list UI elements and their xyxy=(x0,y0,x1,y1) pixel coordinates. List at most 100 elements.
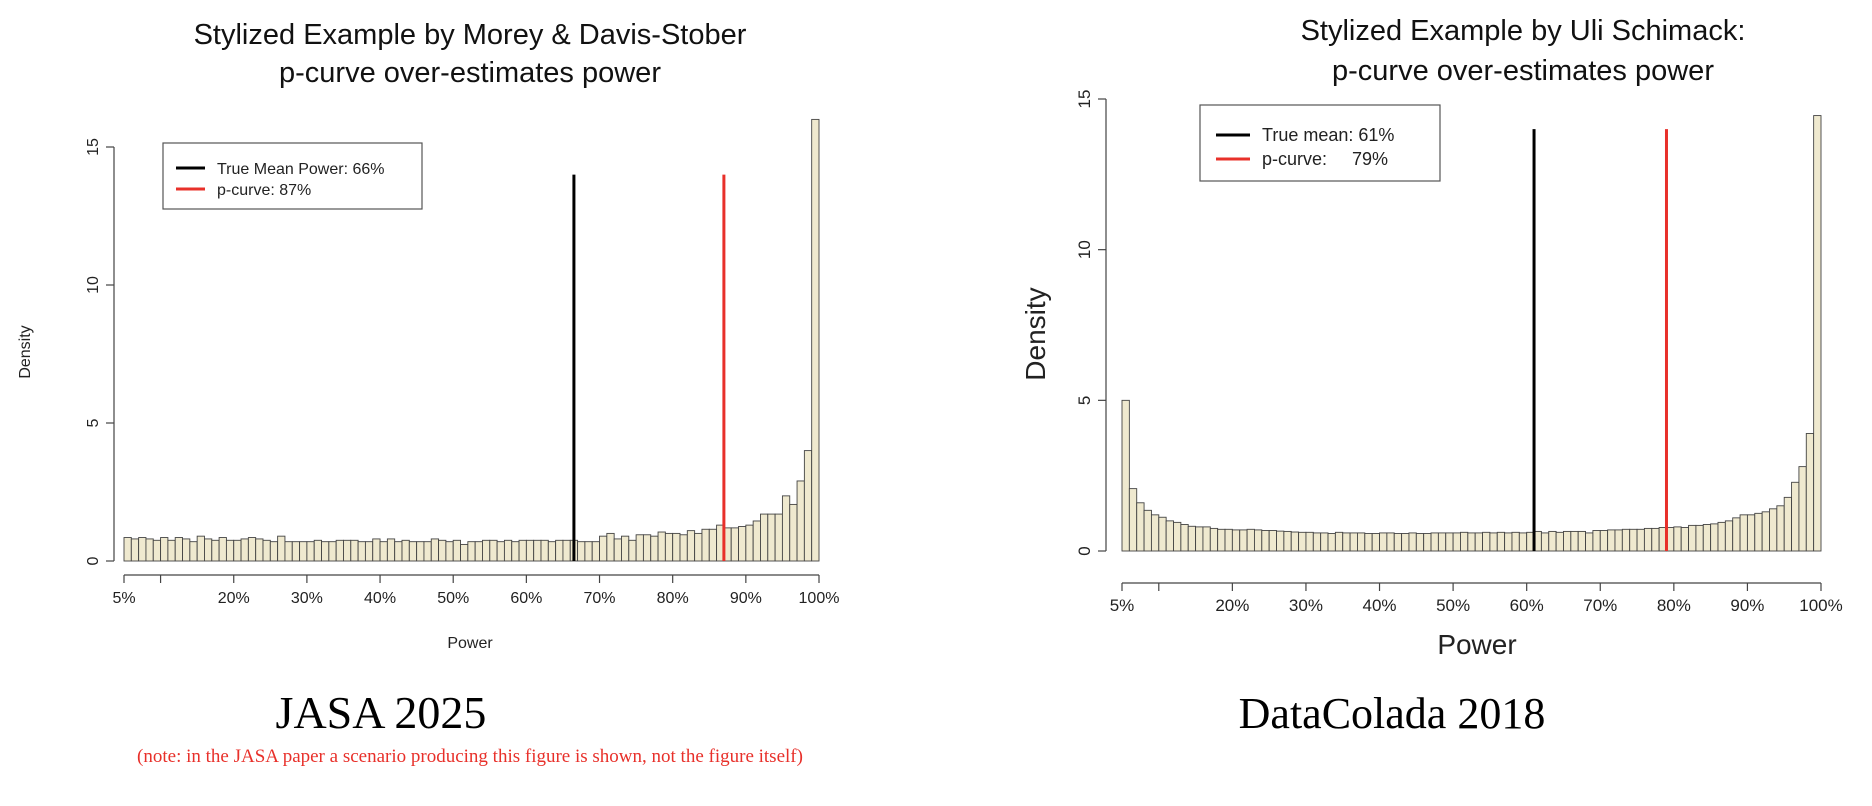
histogram-bar xyxy=(745,524,754,562)
histogram-bar xyxy=(781,495,791,562)
histogram-bar xyxy=(1482,531,1491,552)
x-tick-label: 100% xyxy=(1799,596,1842,615)
histogram-bar xyxy=(1643,527,1653,552)
y-tick-label: 0 xyxy=(85,556,102,565)
histogram-bar xyxy=(1504,532,1513,552)
x-tick-label: 50% xyxy=(1436,596,1470,615)
histogram-bar xyxy=(1342,532,1351,552)
legend: True mean: 61% p-curve: 79% xyxy=(1199,104,1441,182)
legend-box xyxy=(1199,104,1441,182)
histogram-bar xyxy=(1408,532,1417,552)
histogram-bar xyxy=(1636,528,1645,552)
chart-title-line1: Stylized Example by Uli Schimack: xyxy=(1301,15,1746,47)
histogram-bar xyxy=(1548,530,1557,552)
histogram-bar xyxy=(1570,530,1579,552)
histogram-bar xyxy=(364,541,374,562)
histogram-bar xyxy=(1357,532,1366,552)
histogram-bar xyxy=(1680,527,1690,552)
chart-left: Stylized Example by Morey & Davis-Stober… xyxy=(17,19,839,767)
histogram-bar xyxy=(482,539,491,562)
histogram-bar xyxy=(657,531,666,562)
histogram-bar xyxy=(525,539,535,562)
histogram-bar xyxy=(496,541,505,562)
histogram-bar xyxy=(123,537,132,562)
x-tick-label: 20% xyxy=(1215,596,1249,615)
histogram-bar xyxy=(416,541,425,562)
histogram-bar xyxy=(1393,533,1403,552)
histogram-bar xyxy=(445,541,454,562)
histogram-bar xyxy=(328,541,337,562)
histogram-bar xyxy=(1290,531,1300,552)
histogram-bar xyxy=(379,541,388,562)
y-tick-label: 10 xyxy=(85,276,102,294)
histogram-bar xyxy=(1231,529,1241,552)
histogram-bar xyxy=(686,530,696,562)
histogram-bar xyxy=(196,535,205,562)
x-tick-label: 5% xyxy=(1110,596,1135,615)
histogram-bar xyxy=(1769,508,1778,552)
histogram-bar xyxy=(1143,509,1152,552)
histogram-bar xyxy=(1224,528,1233,552)
histogram-bar xyxy=(540,539,549,562)
histogram-bar xyxy=(1791,481,1800,552)
histogram-bar xyxy=(1217,528,1226,552)
x-tick-label: 90% xyxy=(1730,596,1764,615)
histogram-bar xyxy=(1599,530,1609,552)
x-tick-label: 60% xyxy=(510,590,542,607)
x-axis-label: Power xyxy=(447,635,493,652)
histogram-bar xyxy=(335,539,344,562)
histogram-bar xyxy=(1239,529,1248,552)
histogram-bar xyxy=(1489,532,1498,552)
bars xyxy=(123,118,820,562)
histogram-bar xyxy=(423,541,432,562)
y-tick-label: 0 xyxy=(1075,546,1094,555)
histogram-bar xyxy=(138,537,147,562)
histogram-bar xyxy=(774,513,783,562)
histogram-bar xyxy=(408,541,418,562)
x-tick-label: 80% xyxy=(1657,596,1691,615)
x-tick-label: 60% xyxy=(1510,596,1544,615)
chart-right: Stylized Example by Uli Schimack: p-curv… xyxy=(1020,15,1843,738)
histogram-bar xyxy=(1187,525,1197,552)
histogram-bar xyxy=(1717,521,1726,552)
histogram-bar xyxy=(533,539,542,562)
histogram-bar xyxy=(1158,516,1167,552)
histogram-bar xyxy=(1776,505,1785,552)
histogram-bar xyxy=(650,535,659,562)
histogram-bar xyxy=(1724,520,1734,552)
y-tick-label: 5 xyxy=(85,418,102,427)
legend-box xyxy=(162,142,423,210)
y-tick-label: 10 xyxy=(1075,240,1094,259)
histogram-bar xyxy=(591,541,600,562)
histogram-bar xyxy=(767,513,776,562)
histogram-bar xyxy=(291,541,301,562)
chart-title-line2: p-curve over-estimates power xyxy=(279,57,661,89)
histogram-bar xyxy=(1629,528,1638,552)
histogram-bar xyxy=(1415,533,1425,552)
histogram-bar xyxy=(1173,521,1182,552)
histogram-bar xyxy=(1805,433,1815,552)
caption: DataColada 2018 xyxy=(1239,689,1546,738)
x-tick-label: 30% xyxy=(291,590,323,607)
histogram-bar xyxy=(277,535,286,562)
histogram-bar xyxy=(204,538,213,562)
histogram-bar xyxy=(262,539,271,562)
histogram-bar xyxy=(672,532,681,562)
histogram-bar xyxy=(438,539,447,562)
histogram-bar xyxy=(386,538,396,562)
histogram-bar xyxy=(401,539,410,562)
histogram-bar xyxy=(1702,524,1712,552)
legend-label-p-curve: p-curve: 87% xyxy=(217,182,311,199)
histogram-bar xyxy=(1379,532,1388,552)
axes: 5% 20% 30% 40% 50% 60% 70% 80% 90% 100% 0 5 10 15 xyxy=(1075,90,1843,615)
histogram-bar xyxy=(321,541,330,562)
histogram-bar xyxy=(547,541,557,562)
histogram-bar xyxy=(394,541,403,562)
histogram-bar xyxy=(218,537,227,562)
histogram-bar xyxy=(284,541,293,562)
histogram-bar xyxy=(372,538,381,562)
histogram-bar xyxy=(518,539,527,562)
histogram-bar xyxy=(1688,524,1697,552)
histogram-bar xyxy=(1621,528,1631,552)
